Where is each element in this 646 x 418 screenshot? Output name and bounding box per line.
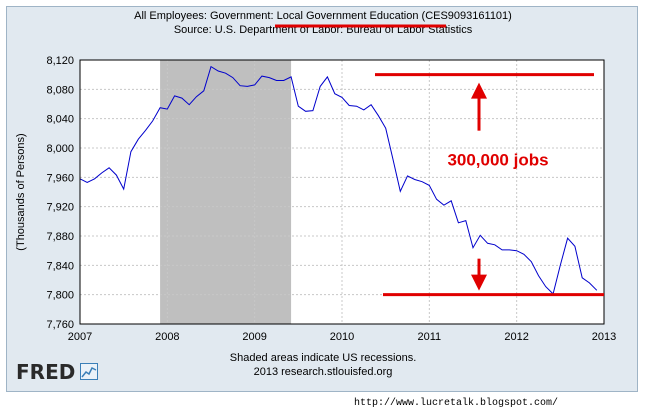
y-tick-label: 7,880 (46, 231, 74, 243)
y-tick-label: 8,080 (46, 84, 74, 96)
copyright-note: 2013 research.stlouisfed.org (253, 366, 393, 378)
plot-border (79, 59, 605, 325)
y-tick-label: 7,840 (46, 260, 74, 272)
fred-mini-chart-icon (80, 363, 98, 380)
recession-note: Shaded areas indicate US recessions. (229, 352, 417, 364)
y-axis-label: (Thousands of Persons) (15, 133, 27, 250)
x-tick-label: 2009 (242, 331, 266, 343)
y-tick-label: 7,960 (46, 172, 74, 184)
x-tick-label: 2008 (155, 331, 179, 343)
x-tick-label: 2010 (330, 331, 354, 343)
y-tick-label: 8,120 (46, 55, 74, 67)
title-highlight: Local Government Education (276, 10, 419, 22)
fred-logo: FRED (16, 360, 76, 384)
title-prefix: All Employees: Government: (134, 10, 277, 22)
chart-title: All Employees: Government: Local Governm… (0, 10, 646, 22)
y-tick-label: 8,000 (46, 143, 74, 155)
y-tick-label: 7,800 (46, 290, 74, 302)
y-tick-label: 7,920 (46, 202, 74, 214)
series-line (79, 65, 598, 295)
x-tick-label: 2013 (592, 331, 616, 343)
down-arrow-head (471, 274, 487, 291)
recession-band (160, 60, 292, 324)
y-tick-label: 7,760 (46, 319, 74, 331)
blog-url[interactable]: http://www.lucretalk.blogspot.com/ (354, 398, 559, 409)
up-arrow-head (471, 82, 487, 99)
annotation-label: 300,000 jobs (447, 151, 548, 170)
x-tick-label: 2007 (68, 331, 92, 343)
x-tick-label: 2012 (504, 331, 528, 343)
y-tick-label: 8,040 (46, 114, 74, 126)
x-tick-label: 2011 (418, 331, 442, 343)
title-suffix: (CES9093161101) (418, 10, 512, 22)
